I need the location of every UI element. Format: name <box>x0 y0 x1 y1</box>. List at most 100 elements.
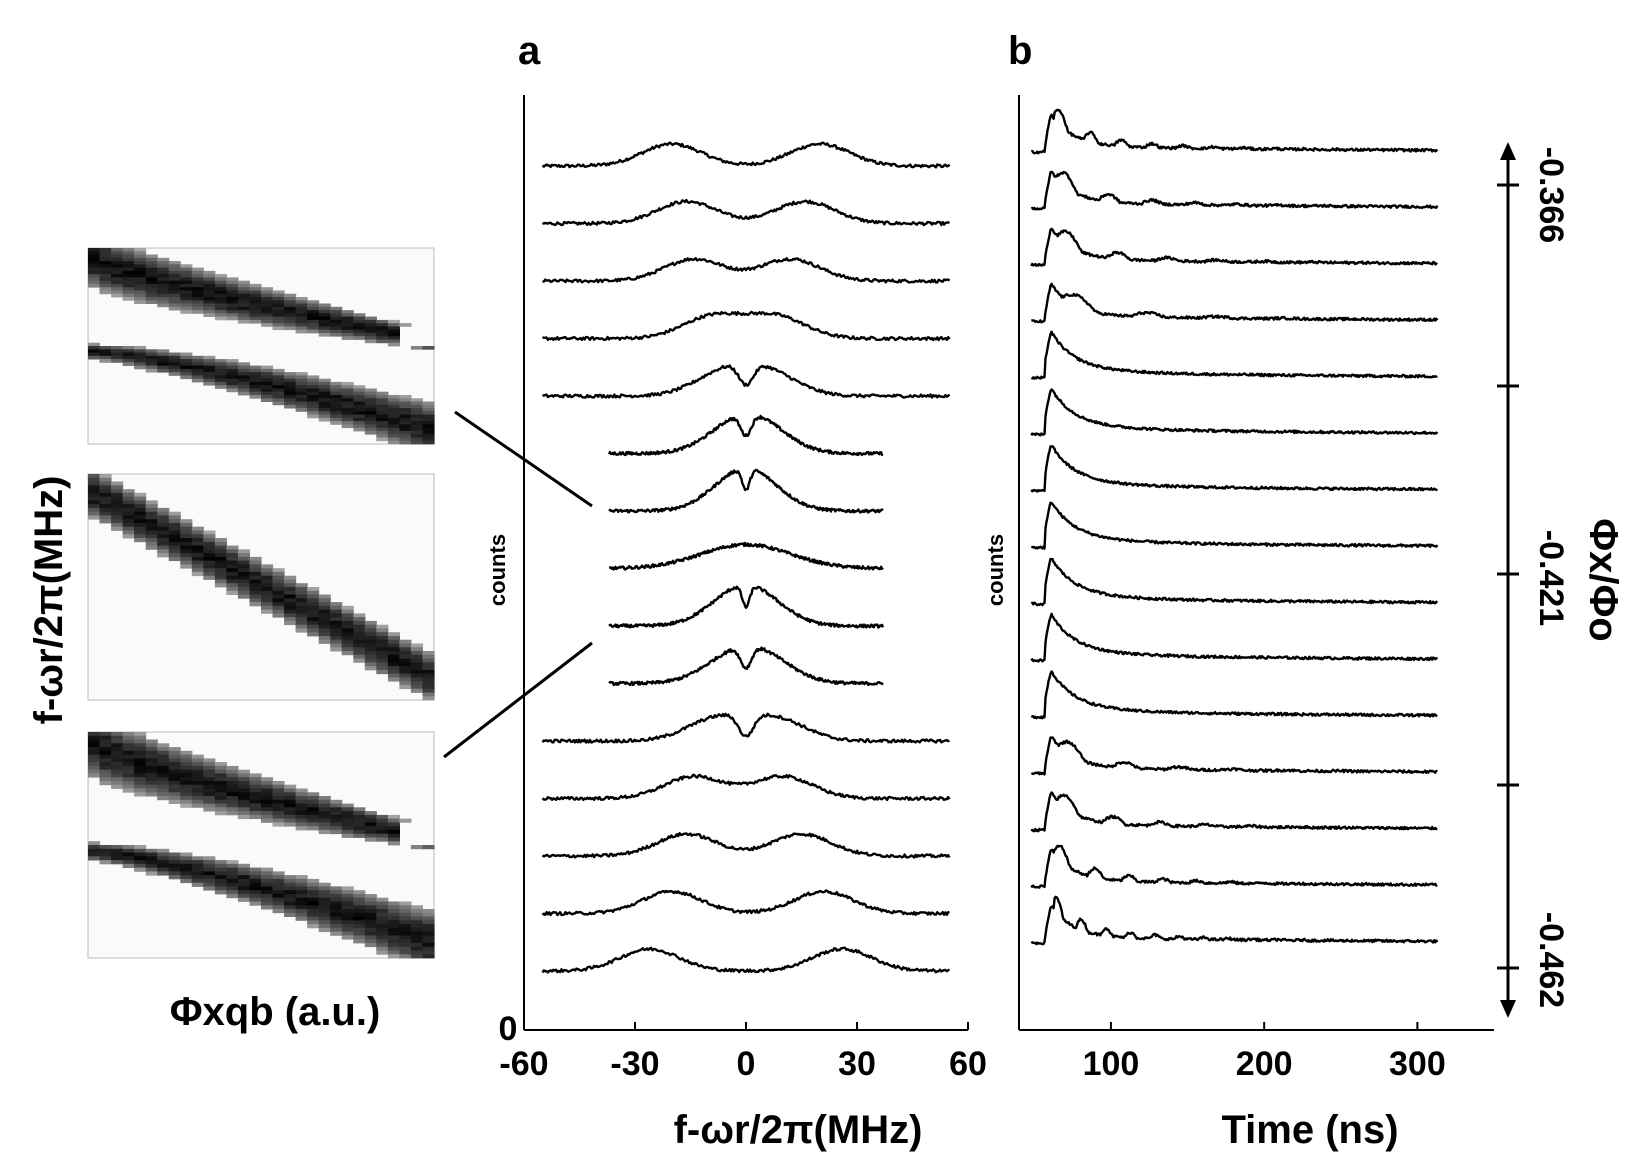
inset-pixel <box>99 481 112 486</box>
inset-pixel <box>111 274 124 278</box>
inset-pixel <box>226 765 239 771</box>
inset-pixel <box>203 796 216 801</box>
inset-pixel <box>422 920 435 925</box>
inset-pixel <box>410 434 423 438</box>
inset-pixel <box>168 538 181 543</box>
inset-pixel <box>364 901 377 906</box>
inset-pixel <box>111 489 124 494</box>
inset-pixel <box>422 681 435 686</box>
inset-pixel <box>122 254 135 259</box>
inset-pixel <box>249 300 262 304</box>
inset-pixel <box>237 594 250 599</box>
inset-pixel <box>341 651 354 656</box>
inset-pixel <box>122 283 135 288</box>
inset-pixel <box>272 613 285 618</box>
inset-pixel <box>410 946 423 951</box>
inset-pixel <box>272 391 285 396</box>
inset-pixel <box>203 758 216 763</box>
inset-pixel <box>318 639 331 644</box>
inset-pixel <box>191 773 204 778</box>
inset-pixel <box>191 293 204 298</box>
inset-pixel <box>88 769 101 774</box>
inset-pixel <box>330 639 343 644</box>
inset-pixel <box>180 277 193 282</box>
inset-pixel <box>237 549 250 554</box>
inset-pixel <box>168 359 181 363</box>
inset-pixel <box>410 643 423 648</box>
inset-pixel <box>111 248 124 252</box>
inset-pixel <box>226 583 239 588</box>
inset-pixel <box>422 417 435 422</box>
inset-pixel <box>249 306 262 311</box>
inset-pixel <box>330 605 343 610</box>
inset-pixel <box>341 411 354 415</box>
inset-pixel <box>203 784 216 789</box>
inset-pixel <box>307 404 320 409</box>
inset-pixel <box>168 277 181 282</box>
inset-pixel <box>180 375 193 380</box>
inset-pixel <box>145 500 158 505</box>
inset-pixel <box>399 905 412 910</box>
inset-pixel <box>307 916 320 921</box>
inset-pixel <box>399 681 412 686</box>
inset-pixel <box>364 666 377 671</box>
inset-pixel <box>168 368 181 373</box>
inset-pixel <box>387 666 400 671</box>
inset-pixel <box>410 916 423 921</box>
inset-pixel <box>341 404 354 409</box>
inset-pixel <box>99 477 112 482</box>
inset-pixel <box>203 553 216 558</box>
inset-pixel <box>122 346 135 350</box>
inset-pixel <box>261 568 274 573</box>
inset-pixel <box>341 408 354 412</box>
inset-pixel <box>226 878 239 884</box>
inset-pixel <box>284 310 297 314</box>
inset-pixel <box>122 277 135 282</box>
inset-pixel <box>122 534 135 539</box>
inset-pixel <box>341 643 354 648</box>
inset-pixel <box>226 283 239 288</box>
inset-pixel <box>399 658 412 663</box>
inset-pixel <box>399 939 412 944</box>
inset-pixel <box>387 946 400 951</box>
inset-pixel <box>157 519 170 524</box>
inset-pixel <box>422 662 435 667</box>
inset-pixel <box>318 814 331 820</box>
inset-pixel <box>422 954 435 959</box>
inset-pixel <box>226 587 239 592</box>
inset-pixel <box>145 515 158 520</box>
inset-pixel <box>376 658 389 663</box>
inset-pixel <box>134 848 147 853</box>
inset-pixel <box>134 492 147 497</box>
inset-pixel <box>99 274 112 278</box>
inset-pixel <box>88 739 101 744</box>
inset-pixel <box>353 909 366 914</box>
inset-pixel <box>399 408 412 412</box>
inset-pixel <box>307 590 320 595</box>
inset-pixel <box>422 942 435 948</box>
inset-pixel <box>122 784 135 789</box>
inset-pixel <box>330 326 343 331</box>
inset-pixel <box>387 323 400 327</box>
inset-pixel <box>261 875 274 880</box>
flux-tick-label-2: -0.462 <box>1532 912 1570 1008</box>
inset-pixel <box>272 378 285 383</box>
inset-pixel <box>145 784 158 789</box>
inset-pixel <box>307 807 320 812</box>
inset-pixel <box>272 590 285 595</box>
inset-pixel <box>226 875 239 880</box>
inset-pixel <box>318 897 331 902</box>
inset-pixel <box>272 909 285 914</box>
inset-pixel <box>341 617 354 622</box>
inset-pixel <box>145 788 158 793</box>
inset-pixel <box>422 677 435 682</box>
inset-pixel <box>353 401 366 406</box>
inset-pixel <box>134 274 147 278</box>
inset-pixel <box>341 329 354 334</box>
inset-pixel <box>191 781 204 786</box>
inset-pixel <box>249 313 262 317</box>
inset-pixel <box>330 613 343 618</box>
inset-pixel <box>122 511 135 516</box>
inset-pixel <box>191 784 204 789</box>
inset-pixel <box>399 647 412 652</box>
